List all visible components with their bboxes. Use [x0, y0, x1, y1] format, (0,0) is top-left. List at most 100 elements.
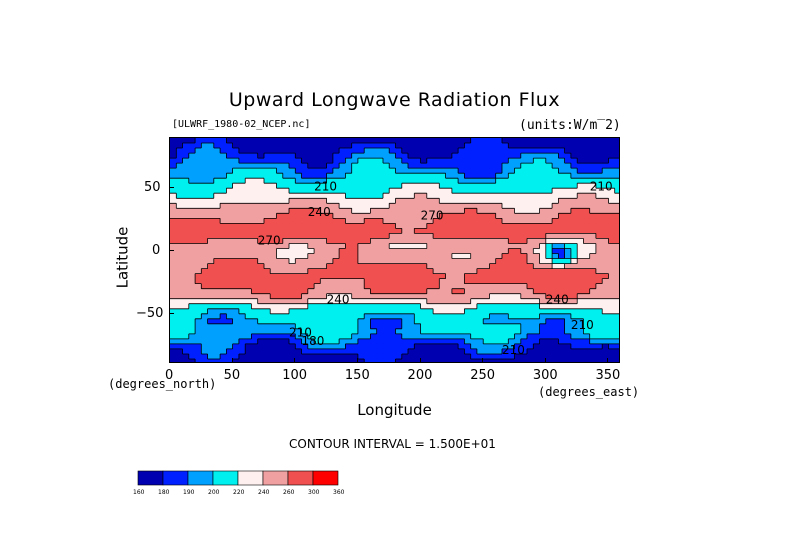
heatmap-cell [426, 188, 434, 194]
heatmap-cell [583, 308, 591, 315]
heatmap-cell [489, 218, 497, 224]
heatmap-cell [395, 168, 403, 174]
heatmap-cell [439, 293, 447, 300]
heatmap-cell [501, 298, 509, 305]
heatmap-cell [595, 308, 603, 315]
heatmap-cell [583, 263, 591, 270]
heatmap-cell [595, 328, 603, 335]
heatmap-cell [395, 293, 403, 300]
heatmap-cell [376, 158, 384, 164]
heatmap-cell [182, 303, 190, 310]
heatmap-cell [608, 288, 616, 295]
heatmap-cell [451, 323, 459, 330]
heatmap-cell [464, 223, 472, 229]
colorbar-swatch [162, 470, 189, 486]
heatmap-cell [263, 188, 271, 194]
heatmap-cell [238, 338, 246, 345]
heatmap-cell [251, 268, 259, 275]
heatmap-cell [320, 148, 328, 154]
heatmap-cell [270, 173, 278, 179]
heatmap-cell [370, 193, 378, 199]
heatmap-cell [527, 168, 534, 174]
heatmap-cell [326, 258, 334, 265]
heatmap-cell [201, 178, 209, 184]
heatmap-cell [276, 218, 284, 224]
heatmap-cell [595, 203, 603, 209]
heatmap-cell [201, 183, 209, 189]
heatmap-cell [188, 263, 196, 270]
heatmap-cell [220, 193, 227, 199]
heatmap-cell [263, 238, 271, 245]
heatmap-cell [533, 258, 541, 265]
heatmap-cell [251, 148, 259, 154]
heatmap-cell [614, 283, 619, 290]
heatmap-cell [345, 143, 353, 149]
heatmap-cell [276, 343, 284, 350]
heatmap-cell [182, 333, 190, 340]
heatmap-cell [332, 223, 340, 229]
heatmap-cell [495, 258, 503, 265]
heatmap-cell [320, 248, 328, 255]
heatmap-cell [558, 298, 566, 305]
heatmap-cell [608, 328, 616, 335]
heatmap-cell [257, 313, 265, 320]
heatmap-cell [401, 243, 409, 250]
heatmap-cell [276, 323, 284, 330]
heatmap-cell [295, 303, 303, 310]
heatmap-cell [539, 288, 547, 295]
heatmap-cell [263, 253, 271, 260]
heatmap-cell [370, 338, 378, 345]
heatmap-cell [426, 148, 434, 154]
heatmap-cell [201, 208, 209, 214]
heatmap-cell [420, 208, 428, 214]
heatmap-cell [332, 148, 340, 154]
heatmap-cell [545, 208, 553, 214]
heatmap-cell [602, 158, 610, 164]
heatmap-cell [201, 203, 209, 209]
heatmap-cell [201, 188, 209, 194]
heatmap-cell [226, 223, 234, 229]
heatmap-cell [583, 143, 591, 149]
heatmap-cell [245, 138, 253, 144]
heatmap-cell [589, 233, 597, 240]
heatmap-cell [614, 313, 619, 320]
heatmap-cell [295, 283, 303, 290]
heatmap-cell [257, 223, 265, 229]
heatmap-cell [332, 138, 340, 144]
heatmap-cell [577, 193, 585, 199]
heatmap-cell [527, 213, 534, 219]
heatmap-cell [483, 143, 491, 149]
heatmap-cell [451, 288, 459, 295]
heatmap-cell [508, 308, 516, 315]
heatmap-cell [220, 278, 227, 285]
heatmap-cell [301, 303, 309, 310]
heatmap-cell [433, 193, 440, 199]
heatmap-cell [238, 168, 246, 174]
colorbar-level-label: 180 [158, 489, 170, 496]
heatmap-cell [351, 253, 359, 260]
heatmap-cell [201, 213, 209, 219]
heatmap-cell [445, 208, 453, 214]
heatmap-cell [464, 213, 472, 219]
heatmap-cell [339, 193, 346, 199]
heatmap-cell [470, 243, 478, 250]
heatmap-cell [614, 193, 619, 199]
heatmap-cell [608, 313, 616, 320]
heatmap-cell [382, 233, 390, 240]
heatmap-cell [527, 183, 534, 189]
heatmap-cell [401, 168, 409, 174]
heatmap-cell [602, 288, 610, 295]
heatmap-cell [445, 143, 453, 149]
heatmap-cell [439, 298, 447, 305]
heatmap-cell [570, 323, 578, 330]
heatmap-cell [539, 213, 547, 219]
heatmap-cell [458, 313, 465, 320]
heatmap-cell [276, 223, 284, 229]
heatmap-cell [483, 283, 491, 290]
heatmap-cell [289, 233, 296, 240]
heatmap-cell [476, 143, 484, 149]
heatmap-cell [282, 228, 290, 235]
heatmap-cell [213, 263, 221, 270]
heatmap-cell [376, 288, 384, 295]
heatmap-cell [489, 308, 497, 315]
